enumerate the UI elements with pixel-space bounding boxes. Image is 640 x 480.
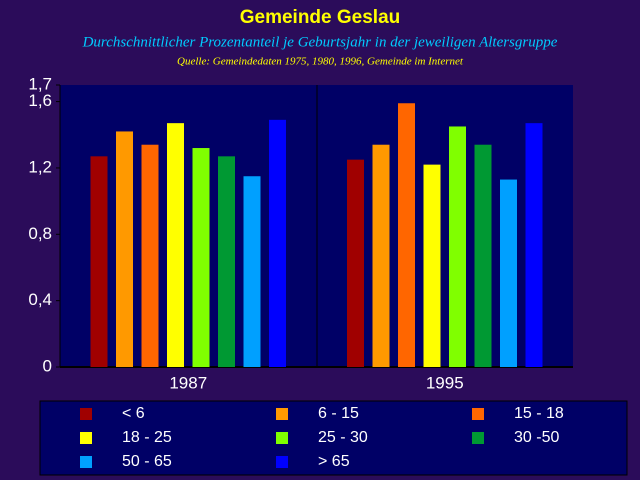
y-tick-label: 0,4 <box>28 290 52 309</box>
legend-swatch <box>80 432 92 444</box>
legend-label: 50 - 65 <box>122 453 172 470</box>
bar <box>90 156 108 367</box>
y-tick-label: 1,2 <box>28 157 52 176</box>
bar <box>269 119 286 367</box>
bar <box>474 144 492 367</box>
legend-swatch <box>276 408 288 420</box>
legend-label: 6 - 15 <box>318 405 359 422</box>
legend-swatch <box>80 408 92 420</box>
legend-label: 18 - 25 <box>122 429 172 446</box>
bar <box>167 123 184 367</box>
y-tick-label: 0 <box>43 356 52 375</box>
chart-title: Gemeinde Geslau <box>240 7 401 28</box>
legend <box>39 400 628 476</box>
bar <box>500 179 517 367</box>
legend-label: > 65 <box>318 453 350 470</box>
bar <box>141 144 159 367</box>
y-tick-label: 1,7 <box>28 74 52 93</box>
legend-label: 15 - 18 <box>514 405 564 422</box>
legend-swatch <box>472 408 484 420</box>
bar <box>372 144 390 367</box>
x-tick-label: 1995 <box>426 373 464 392</box>
bar <box>218 156 235 367</box>
legend-swatch <box>276 456 288 468</box>
y-tick-label: 1,6 <box>28 91 52 110</box>
bar <box>398 103 415 367</box>
bar <box>525 123 543 367</box>
bar <box>243 176 261 367</box>
legend-swatch <box>276 432 288 444</box>
legend-label: < 6 <box>122 405 145 422</box>
legend-swatch <box>472 432 484 444</box>
bar <box>449 126 466 368</box>
x-tick-label: 1987 <box>169 373 207 392</box>
bar <box>116 131 133 367</box>
bar <box>192 148 210 367</box>
bar <box>347 159 364 367</box>
chart-subtitle: Durchschnittlicher Prozentanteil je Gebu… <box>82 34 558 50</box>
y-tick-label: 0,8 <box>28 224 52 243</box>
legend-label: 25 - 30 <box>318 429 368 446</box>
legend-label: 30 -50 <box>514 429 559 446</box>
bar <box>423 164 441 367</box>
chart-source: Quelle: Gemeindedaten 1975, 1980, 1996, … <box>177 56 464 68</box>
legend-swatch <box>80 456 92 468</box>
